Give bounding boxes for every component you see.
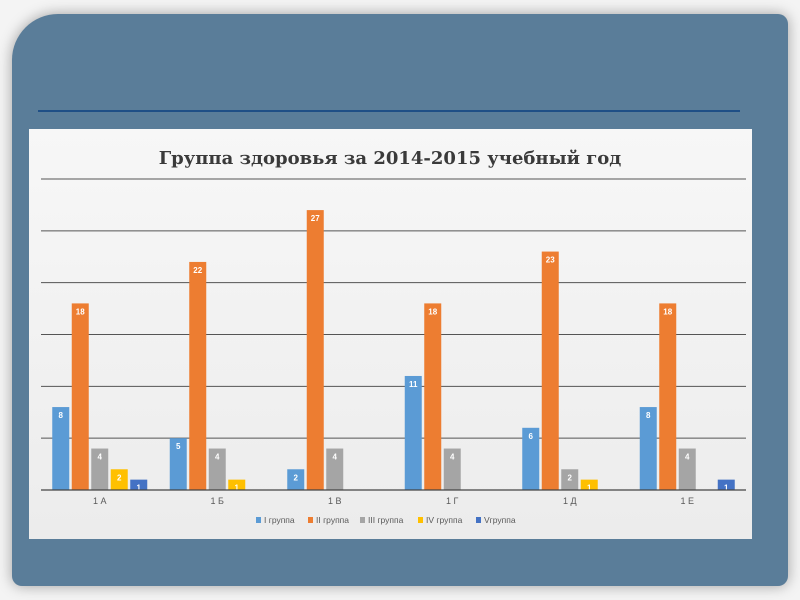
bars (52, 210, 735, 490)
bar (639, 407, 657, 490)
bar (130, 479, 148, 490)
bar (110, 469, 128, 490)
data-label: 18 (663, 307, 672, 316)
data-label: 4 (98, 453, 103, 462)
legend-swatch (256, 517, 261, 523)
data-label: 18 (428, 307, 437, 316)
data-label: 2 (117, 473, 122, 482)
chart-area: Группа здоровья за 2014-2015 учебный год… (29, 129, 752, 539)
data-label: 6 (529, 432, 534, 441)
bar (228, 479, 246, 490)
bar (404, 375, 422, 490)
bar (522, 427, 540, 490)
legend-label: II группа (316, 515, 349, 525)
data-label: 1 (137, 484, 142, 493)
bar (580, 479, 598, 490)
legend-swatch (418, 517, 423, 523)
data-label: 4 (333, 453, 338, 462)
chart-title: Группа здоровья за 2014-2015 учебный год (159, 148, 622, 169)
x-tick-label: 1 А (93, 496, 107, 506)
bar (287, 469, 305, 490)
bar (678, 448, 696, 490)
data-label: 4 (215, 453, 220, 462)
x-axis: 1 А 1 Б 1 В 1 Г 1 Д 1 Е (41, 489, 746, 506)
data-label: 4 (685, 453, 690, 462)
bar (443, 448, 461, 490)
data-label: 1 (724, 484, 729, 493)
data-label: 2 (568, 473, 573, 482)
data-label: 5 (176, 442, 181, 451)
x-tick-label: 1 Г (446, 496, 459, 506)
x-tick-label: 1 Е (680, 496, 694, 506)
data-label: 18 (76, 307, 85, 316)
x-tick-label: 1 Д (563, 496, 577, 506)
bar (561, 469, 579, 490)
bar (208, 448, 226, 490)
legend-label: IV группа (426, 515, 463, 525)
x-tick-label: 1 В (328, 496, 342, 506)
health-group-bar-chart: Группа здоровья за 2014-2015 учебный год… (41, 148, 746, 525)
bar (52, 407, 70, 490)
x-tick-label: 1 Б (211, 496, 225, 506)
legend-swatch (308, 517, 313, 523)
data-label: 23 (546, 256, 555, 265)
legend-label: Vгруппа (484, 515, 516, 525)
bar (659, 303, 677, 490)
data-label: 11 (409, 380, 418, 389)
bar (326, 448, 344, 490)
data-label: 4 (450, 453, 455, 462)
data-label: 1 (235, 484, 240, 493)
legend: I группа II группа III группа IV группа Vгру… (256, 515, 516, 525)
legend-label: I группа (264, 515, 295, 525)
data-label: 8 (646, 411, 651, 420)
title-divider-line (38, 110, 740, 112)
bar (71, 303, 89, 490)
data-label: 1 (587, 484, 592, 493)
data-label: 27 (311, 214, 320, 223)
bar (424, 303, 442, 490)
legend-swatch (476, 517, 481, 523)
legend-label: III группа (368, 515, 404, 525)
data-label: 8 (59, 411, 64, 420)
legend-swatch (360, 517, 365, 523)
bar (169, 438, 187, 490)
data-label: 22 (193, 266, 202, 275)
bar (541, 251, 559, 490)
bar (717, 479, 735, 490)
data-label: 2 (294, 473, 299, 482)
bar (189, 261, 207, 490)
bar (91, 448, 109, 490)
bar (306, 210, 324, 490)
gridlines (41, 178, 746, 439)
